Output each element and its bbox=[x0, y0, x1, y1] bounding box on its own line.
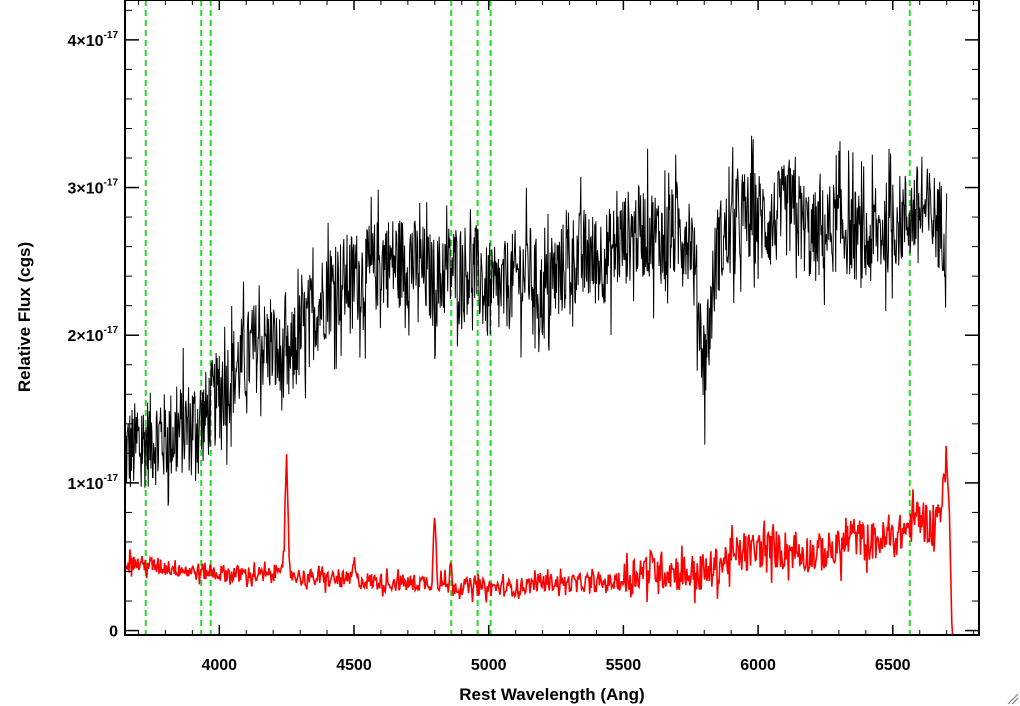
resize-grip-icon[interactable] bbox=[1007, 693, 1019, 705]
y-tick-labels: 0 1×10-17 2×10-17 3×10-17 4×10-17 bbox=[68, 30, 119, 641]
y-tick-label: 1×10-17 bbox=[68, 473, 119, 493]
y-tick-label: 2×10-17 bbox=[68, 325, 119, 345]
observed-spectrum-line bbox=[124, 135, 948, 506]
x-tick-label: 6000 bbox=[740, 657, 776, 674]
x-axis-title: Rest Wavelength (Ang) bbox=[459, 685, 644, 704]
x-tick-label: 4500 bbox=[336, 657, 372, 674]
x-tick-label: 5000 bbox=[471, 657, 507, 674]
x-tick-label: 5500 bbox=[606, 657, 642, 674]
x-tick-labels: 4000 4500 5000 5500 6000 6500 bbox=[201, 657, 910, 674]
x-tick-label: 4000 bbox=[201, 657, 237, 674]
x-tick-label: 6500 bbox=[875, 657, 911, 674]
model-spectrum-line bbox=[124, 445, 979, 636]
y-tick-label: 3×10-17 bbox=[68, 178, 119, 198]
y-tick-label: 0 bbox=[109, 624, 118, 641]
plot-frame bbox=[124, 0, 980, 636]
y-tick-label: 4×10-17 bbox=[68, 30, 119, 50]
y-axis-title: Relative Flux (cgs) bbox=[15, 242, 34, 392]
series-layer bbox=[124, 135, 979, 636]
axis-ticks bbox=[125, 0, 979, 635]
emission-line-markers bbox=[144, 0, 911, 635]
